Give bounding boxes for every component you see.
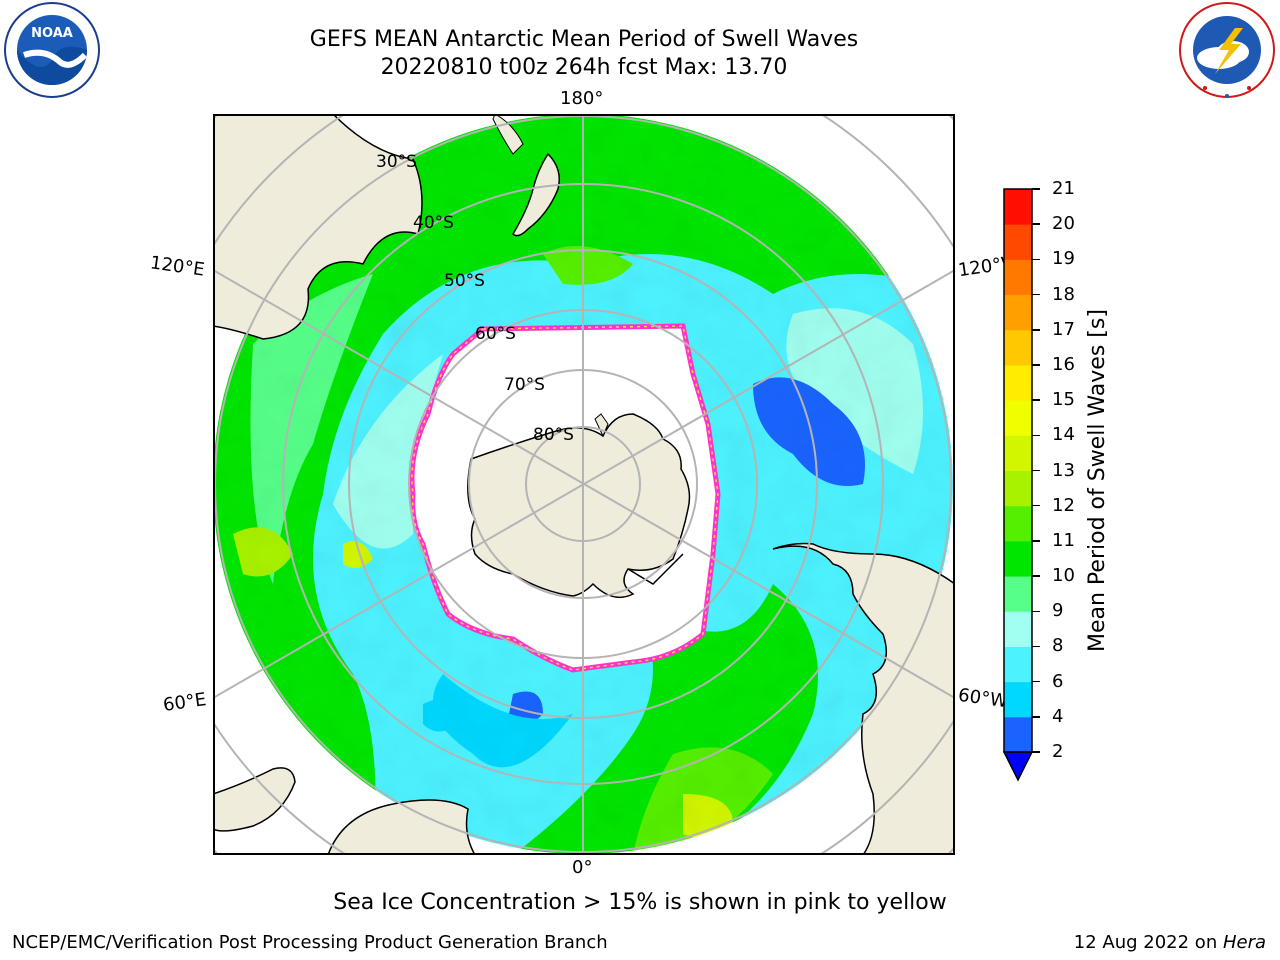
colorbar-tick-label: 6 bbox=[1052, 670, 1064, 692]
africa bbox=[327, 799, 476, 855]
colorbar-tick-mark bbox=[1032, 469, 1040, 472]
nws-logo bbox=[1179, 2, 1275, 98]
colorbar-tick-label: 18 bbox=[1052, 283, 1075, 305]
colorbar-under-arrow bbox=[1002, 751, 1034, 782]
lat-label-50s: 50°S bbox=[444, 271, 485, 291]
colorbar-band bbox=[1004, 681, 1032, 718]
lat-label-30s: 30°S bbox=[376, 152, 417, 172]
colorbar-tick-label: 17 bbox=[1052, 318, 1075, 340]
colorbar-tick-mark bbox=[1032, 575, 1040, 577]
colorbar-band bbox=[1004, 716, 1032, 753]
sea-ice-note: Sea Ice Concentration > 15% is shown in … bbox=[333, 890, 947, 915]
footer-date-text: 12 Aug 2022 on bbox=[1073, 932, 1223, 953]
colorbar-tick-mark bbox=[1032, 610, 1040, 612]
lat-label-40s: 40°S bbox=[413, 213, 454, 233]
colorbar-band bbox=[1004, 259, 1032, 296]
colorbar-tick-mark bbox=[1032, 329, 1040, 331]
colorbar-tick-label: 15 bbox=[1052, 389, 1075, 411]
colorbar-band bbox=[1004, 329, 1032, 366]
footer-machine: Hera bbox=[1222, 932, 1266, 953]
colorbar-band bbox=[1004, 611, 1032, 647]
colorbar-band bbox=[1004, 576, 1032, 612]
colorbar-tick-label: 13 bbox=[1052, 459, 1075, 481]
lon-label-0: 0° bbox=[572, 857, 593, 878]
colorbar-tick-mark bbox=[1032, 504, 1040, 507]
colorbar-band bbox=[1004, 505, 1032, 542]
lat-label-60s: 60°S bbox=[475, 324, 516, 344]
colorbar bbox=[1002, 188, 1034, 782]
colorbar-label: Mean Period of Swell Waves [s] bbox=[1085, 309, 1110, 652]
colorbar-tick-label: 8 bbox=[1052, 635, 1064, 657]
colorbar-band bbox=[1004, 189, 1032, 225]
footer-credit: NCEP/EMC/Verification Post Processing Pr… bbox=[12, 932, 608, 953]
noaa-logo: NOAA bbox=[4, 2, 100, 98]
colorbar-tick-label: 19 bbox=[1052, 248, 1075, 270]
madagascar bbox=[213, 767, 296, 832]
colorbar-band bbox=[1004, 540, 1032, 577]
colorbar-tick-mark bbox=[1032, 716, 1040, 718]
colorbar-tick-label: 10 bbox=[1052, 565, 1075, 587]
colorbar-tick-label: 9 bbox=[1052, 600, 1064, 622]
chart-title: GEFS MEAN Antarctic Mean Period of Swell… bbox=[309, 27, 859, 52]
colorbar-tick-mark bbox=[1032, 751, 1040, 753]
colorbar-band bbox=[1004, 435, 1032, 471]
colorbar-tick-mark bbox=[1032, 293, 1040, 296]
colorbar-band bbox=[1004, 646, 1032, 683]
colorbar-tick-mark bbox=[1032, 645, 1040, 648]
noaa-logo-text: NOAA bbox=[31, 26, 73, 41]
colorbar-tick-mark bbox=[1032, 364, 1040, 366]
lat-label-80s: 80°S bbox=[533, 425, 574, 445]
colorbar-tick-label: 14 bbox=[1052, 424, 1075, 446]
colorbar-tick-label: 21 bbox=[1052, 178, 1075, 199]
polar-map bbox=[213, 114, 955, 855]
lon-label-120e: 120°E bbox=[148, 252, 206, 281]
colorbar-tick-label: 16 bbox=[1052, 353, 1075, 375]
colorbar-band bbox=[1004, 224, 1032, 260]
australia bbox=[213, 114, 423, 340]
map-frame bbox=[213, 114, 955, 855]
colorbar-tick-label: 2 bbox=[1052, 741, 1064, 762]
colorbar-band bbox=[1004, 400, 1032, 436]
colorbar-tick-label: 20 bbox=[1052, 213, 1075, 235]
south-america bbox=[772, 542, 955, 855]
colorbar-tick-label: 4 bbox=[1052, 705, 1064, 727]
colorbar-tick-mark bbox=[1032, 223, 1040, 225]
lon-label-60e: 60°E bbox=[161, 689, 208, 716]
colorbar-tick-label: 11 bbox=[1052, 529, 1075, 551]
chart-subtitle: 20220810 t00z 264h fcst Max: 13.70 bbox=[380, 55, 788, 80]
colorbar-tick-mark bbox=[1032, 434, 1040, 437]
colorbar-band bbox=[1004, 470, 1032, 507]
footer-date: 12 Aug 2022 on Hera bbox=[1074, 932, 1266, 953]
colorbar-tick-mark bbox=[1032, 540, 1040, 542]
colorbar-band bbox=[1004, 364, 1032, 401]
lon-label-180: 180° bbox=[560, 88, 604, 109]
colorbar-tick-mark bbox=[1032, 188, 1040, 190]
colorbar-tick-mark bbox=[1032, 399, 1040, 401]
lat-label-70s: 70°S bbox=[504, 375, 545, 395]
colorbar-tick-mark bbox=[1032, 258, 1040, 261]
colorbar-tick-label: 12 bbox=[1052, 494, 1075, 516]
colorbar-band bbox=[1004, 294, 1032, 331]
colorbar-tick-mark bbox=[1032, 680, 1040, 683]
